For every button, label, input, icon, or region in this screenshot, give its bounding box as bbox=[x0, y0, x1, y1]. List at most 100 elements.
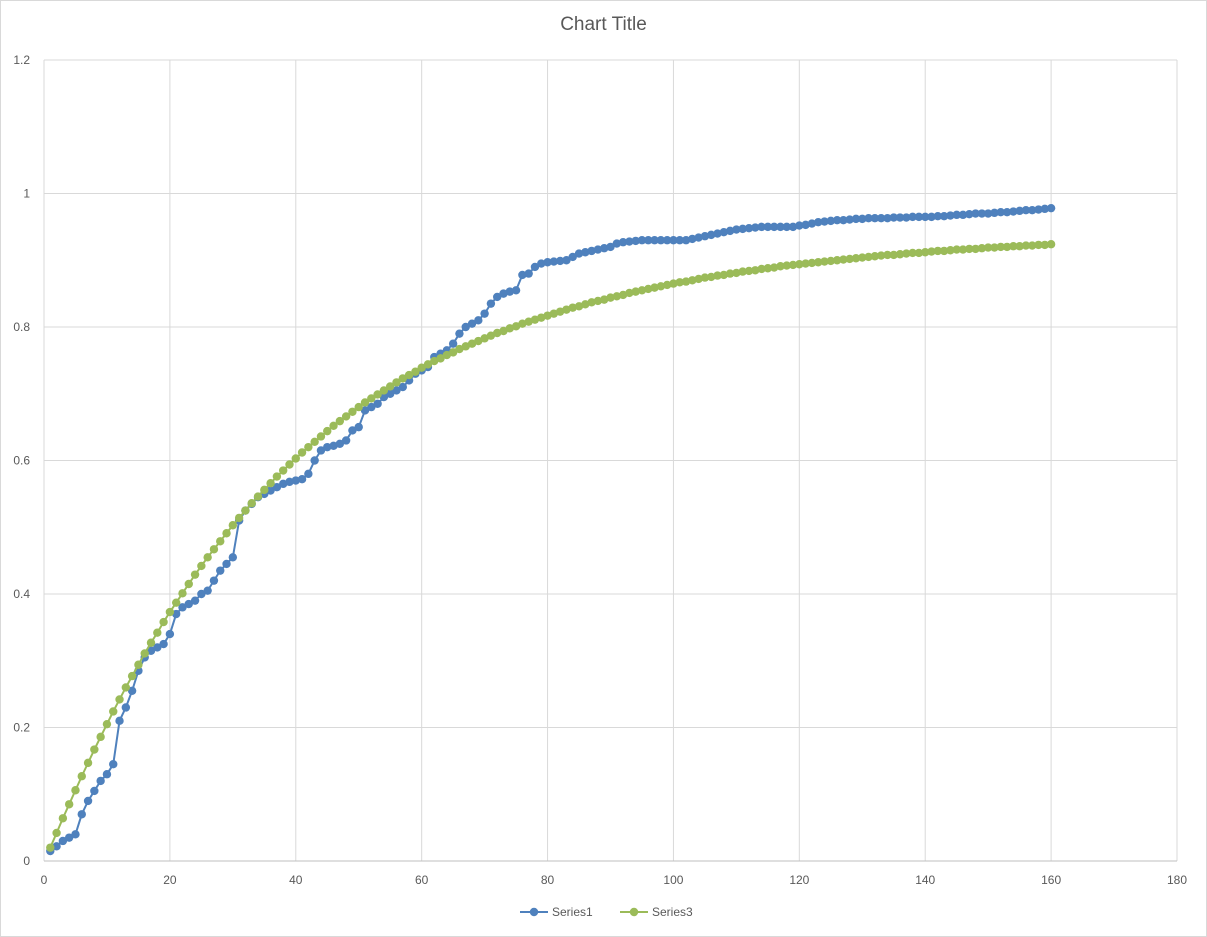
data-point bbox=[694, 274, 703, 284]
data-point bbox=[933, 246, 943, 256]
legend-marker bbox=[529, 907, 539, 917]
data-point bbox=[776, 262, 785, 271]
data-point bbox=[511, 322, 521, 331]
data-point bbox=[807, 258, 817, 268]
data-point bbox=[304, 469, 313, 479]
data-point bbox=[631, 287, 640, 296]
x-tick-label: 40 bbox=[289, 873, 303, 887]
data-point bbox=[574, 249, 584, 258]
data-point bbox=[316, 432, 326, 441]
data-point bbox=[1021, 205, 1031, 215]
data-point bbox=[203, 553, 212, 562]
data-point bbox=[977, 209, 987, 218]
data-point bbox=[423, 360, 433, 369]
data-point bbox=[90, 786, 99, 796]
data-point bbox=[751, 266, 760, 275]
data-point bbox=[549, 257, 559, 266]
x-tick-label: 180 bbox=[1167, 873, 1187, 887]
data-point bbox=[851, 214, 861, 224]
data-point bbox=[486, 331, 496, 340]
data-point bbox=[1015, 242, 1024, 251]
data-point bbox=[965, 244, 974, 254]
data-point bbox=[744, 224, 754, 233]
data-point bbox=[171, 598, 181, 607]
data-point bbox=[209, 545, 219, 554]
data-point bbox=[845, 215, 854, 224]
data-point bbox=[537, 259, 546, 268]
data-point bbox=[203, 586, 212, 595]
data-point bbox=[876, 213, 886, 223]
data-point bbox=[96, 732, 105, 742]
data-point bbox=[858, 214, 867, 224]
data-point bbox=[367, 402, 376, 412]
data-point bbox=[385, 382, 395, 391]
data-point bbox=[373, 399, 382, 408]
data-point bbox=[52, 842, 61, 851]
data-point bbox=[360, 398, 370, 407]
legend: Series1 Series3 bbox=[520, 905, 693, 919]
data-point bbox=[165, 629, 175, 639]
data-point bbox=[291, 454, 300, 463]
data-point bbox=[1034, 205, 1043, 214]
data-point bbox=[1015, 206, 1024, 216]
data-point bbox=[467, 339, 477, 348]
data-point bbox=[921, 212, 930, 222]
data-point bbox=[398, 374, 407, 383]
data-point bbox=[782, 261, 791, 270]
data-point bbox=[329, 421, 338, 430]
data-point bbox=[688, 276, 697, 285]
data-point bbox=[323, 426, 332, 436]
data-point bbox=[1046, 203, 1056, 213]
legend-marker bbox=[629, 907, 639, 917]
data-point bbox=[360, 406, 370, 415]
data-point bbox=[448, 348, 458, 357]
data-point bbox=[958, 210, 968, 220]
data-point bbox=[983, 243, 993, 252]
data-point bbox=[159, 617, 168, 627]
data-point bbox=[958, 245, 968, 254]
data-point bbox=[461, 342, 470, 351]
data-point bbox=[990, 243, 999, 252]
data-point bbox=[417, 363, 426, 372]
data-point bbox=[184, 579, 193, 589]
series-line bbox=[49, 243, 1052, 849]
legend-label: Series1 bbox=[552, 905, 593, 919]
data-point bbox=[719, 270, 728, 280]
data-point bbox=[455, 329, 464, 338]
data-point bbox=[184, 599, 193, 609]
data-point bbox=[127, 671, 137, 681]
data-point bbox=[121, 703, 131, 712]
data-point bbox=[58, 836, 68, 846]
data-point bbox=[996, 207, 1005, 217]
data-point bbox=[486, 299, 496, 308]
data-point bbox=[178, 603, 187, 612]
data-point bbox=[127, 686, 137, 695]
data-point bbox=[335, 416, 345, 426]
data-point bbox=[990, 208, 999, 218]
data-point bbox=[71, 786, 80, 795]
data-point bbox=[222, 559, 231, 569]
data-point bbox=[839, 255, 848, 264]
x-tick-label: 80 bbox=[541, 873, 555, 887]
data-point bbox=[952, 245, 961, 254]
data-point bbox=[971, 244, 980, 254]
data-point bbox=[939, 211, 949, 221]
data-point bbox=[96, 776, 105, 786]
data-point bbox=[379, 392, 389, 402]
data-point bbox=[826, 216, 836, 226]
data-point bbox=[121, 683, 131, 692]
data-point bbox=[675, 278, 684, 287]
data-point bbox=[83, 758, 93, 768]
data-point bbox=[385, 389, 395, 398]
y-tick-label: 0.4 bbox=[13, 587, 30, 601]
data-point bbox=[297, 474, 307, 484]
data-point bbox=[902, 249, 911, 258]
data-point bbox=[153, 628, 162, 637]
data-point bbox=[763, 222, 773, 232]
data-point bbox=[631, 236, 640, 246]
data-point bbox=[707, 272, 716, 282]
data-point bbox=[197, 589, 206, 599]
data-point bbox=[83, 796, 93, 806]
data-point bbox=[713, 271, 722, 280]
data-point bbox=[719, 228, 728, 237]
